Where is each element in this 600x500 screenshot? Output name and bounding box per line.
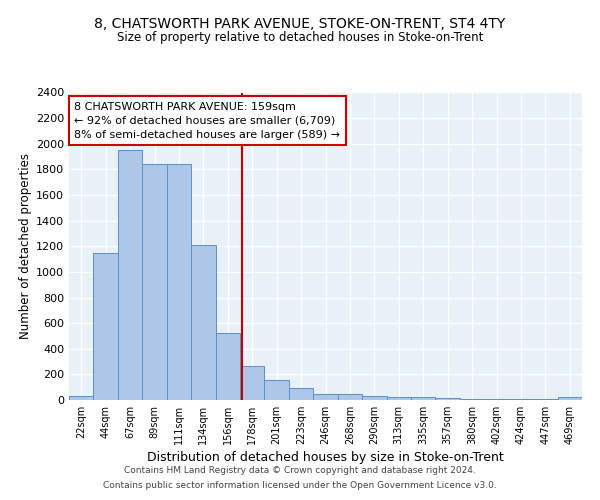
Bar	[191, 245, 215, 400]
Bar	[215, 334, 240, 400]
X-axis label: Distribution of detached houses by size in Stoke-on-Trent: Distribution of detached houses by size …	[147, 451, 504, 464]
Bar	[386, 398, 411, 400]
Bar	[557, 398, 582, 400]
Y-axis label: Number of detached properties: Number of detached properties	[19, 153, 32, 339]
Text: Contains HM Land Registry data © Crown copyright and database right 2024.: Contains HM Land Registry data © Crown c…	[124, 466, 476, 475]
Bar	[289, 388, 313, 400]
Text: Size of property relative to detached houses in Stoke-on-Trent: Size of property relative to detached ho…	[117, 31, 483, 44]
Bar	[240, 366, 265, 400]
Bar	[94, 252, 118, 400]
Bar	[142, 164, 167, 400]
Bar	[338, 394, 362, 400]
Bar	[411, 398, 436, 400]
Bar	[118, 150, 142, 400]
Text: Contains public sector information licensed under the Open Government Licence v3: Contains public sector information licen…	[103, 481, 497, 490]
Bar	[460, 398, 484, 400]
Bar	[69, 396, 94, 400]
Text: 8 CHATSWORTH PARK AVENUE: 159sqm
← 92% of detached houses are smaller (6,709)
8%: 8 CHATSWORTH PARK AVENUE: 159sqm ← 92% o…	[74, 102, 340, 140]
Text: 8, CHATSWORTH PARK AVENUE, STOKE-ON-TRENT, ST4 4TY: 8, CHATSWORTH PARK AVENUE, STOKE-ON-TREN…	[94, 18, 506, 32]
Bar	[362, 396, 386, 400]
Bar	[436, 398, 460, 400]
Bar	[167, 164, 191, 400]
Bar	[313, 394, 338, 400]
Bar	[265, 380, 289, 400]
